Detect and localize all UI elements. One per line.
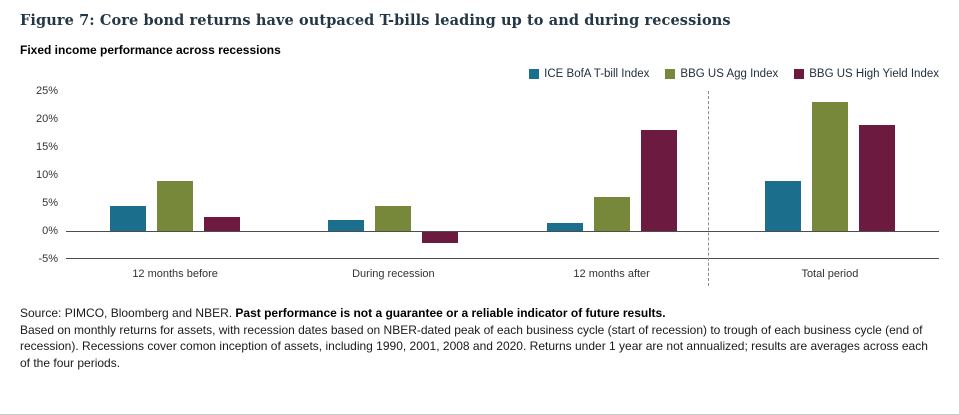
figure-title: Figure 7: Core bond returns have outpace… — [20, 12, 731, 29]
methodology-note: Based on monthly returns for assets, wit… — [20, 322, 928, 370]
bar — [546, 222, 583, 231]
x-axis-labels: 12 months before During recession 12 month… — [66, 259, 939, 287]
bar — [858, 124, 895, 231]
y-tick-label: 20% — [35, 113, 58, 125]
x-category-label: During recession — [352, 268, 435, 280]
bar-group — [503, 91, 721, 258]
y-tick-label: 15% — [35, 141, 58, 153]
bar — [110, 205, 147, 231]
bar — [593, 197, 630, 231]
bar — [422, 232, 459, 244]
y-axis: 25% 20% 15% 10% 5% 0% -5% — [20, 85, 66, 265]
bar-cluster — [764, 91, 895, 258]
performance-disclaimer: Past performance is not a guarantee or a… — [235, 306, 666, 320]
bar — [204, 217, 241, 231]
y-tick-label: 0% — [42, 225, 58, 237]
y-tick-label: 25% — [35, 85, 58, 97]
bar — [328, 219, 365, 231]
period-divider-line — [707, 91, 709, 286]
bar-group — [66, 91, 284, 258]
zero-axis-line — [66, 231, 939, 232]
y-tick-label: -5% — [38, 253, 58, 265]
y-tick-label: 10% — [35, 169, 58, 181]
bar-cluster — [328, 91, 459, 258]
bar-chart: 25% 20% 15% 10% 5% 0% -5% 12 months before Duri… — [20, 85, 939, 287]
chart-legend: ICE BofA T-bill Index BBG US Agg Index BBG… — [20, 65, 939, 83]
legend-item: BBG US High Yield Index — [794, 68, 939, 80]
plot-area — [66, 91, 939, 259]
bar — [811, 102, 848, 231]
y-tick-label: 5% — [42, 197, 58, 209]
source-note: Source: PIMCO, Bloomberg and NBER. Past … — [20, 305, 939, 371]
legend-swatch-icon — [794, 69, 805, 79]
legend-item: BBG US Agg Index — [665, 68, 778, 80]
bar-group — [721, 91, 939, 258]
legend-item: ICE BofA T-bill Index — [529, 68, 649, 80]
bar — [640, 130, 677, 231]
legend-swatch-icon — [529, 69, 540, 79]
plot-column: 12 months before During recession 12 month… — [66, 91, 939, 287]
chart-subtitle: Fixed income performance across recessio… — [20, 43, 281, 57]
legend-label: BBG US Agg Index — [680, 68, 779, 80]
legend-label: ICE BofA T-bill Index — [544, 68, 650, 80]
source-line: Source: PIMCO, Bloomberg and NBER. Past … — [20, 305, 939, 322]
bar — [157, 180, 194, 231]
x-category-label: Total period — [801, 268, 859, 280]
legend-label: BBG US High Yield Index — [809, 68, 939, 80]
legend-swatch-icon — [665, 69, 676, 79]
bar-cluster — [110, 91, 241, 258]
bar — [764, 180, 801, 231]
x-category-label: 12 months after — [573, 268, 650, 280]
bar — [375, 205, 412, 231]
x-category-label: 12 months before — [132, 268, 218, 280]
bar-group — [284, 91, 502, 258]
source-prefix: Source: PIMCO, Bloomberg and NBER. — [20, 306, 236, 320]
bar-cluster — [546, 91, 677, 258]
